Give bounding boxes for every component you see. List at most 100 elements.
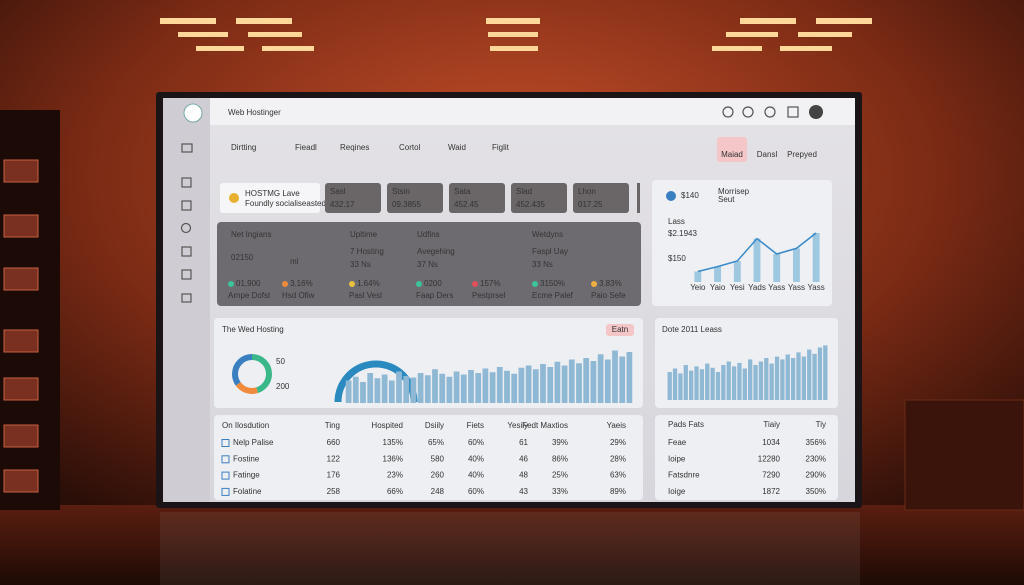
table-cell: Nelp Palise [233,438,274,447]
bar [590,361,597,403]
bar [731,366,737,400]
bar [417,373,424,403]
summary-col-line: 37 Ns [417,260,438,269]
stat-label: Sata [454,187,471,196]
bar [790,358,796,400]
bar [678,373,683,400]
donut-label: 200 [276,382,290,391]
stat-value: 09.3855 [392,200,421,209]
table-cell: 63% [610,471,626,480]
bar [367,373,374,403]
table-cell: 12280 [758,454,781,463]
table-cell: 40% [468,471,484,480]
donut-segment [232,354,272,394]
metric-dot [532,281,538,287]
metric-label: Ecme Palef [532,291,574,300]
table-cell: 86% [552,454,568,463]
nav-item: Fieadl [295,143,317,152]
reflection [160,512,860,585]
brand-subtitle: Foundly socialiseasted [245,199,326,208]
stat-value: 452.435 [516,200,545,209]
table-cell: 60% [468,487,484,496]
bar [504,370,510,403]
bar [496,367,503,403]
bar [812,233,820,282]
x-tick-label: Yesi [730,283,745,292]
row-icon [221,439,230,447]
bar [626,352,633,403]
row-icon [221,487,230,496]
table-cell: 1034 [762,438,780,447]
table-cell: Fatinge [233,471,260,480]
bar [475,373,482,403]
metric-dot [472,281,478,287]
metric-value: 157% [480,279,500,288]
table-header: Fiets [467,421,484,430]
header-action: Prepyed [787,150,817,159]
nav-item: Reqines [340,143,369,152]
bar [812,353,817,400]
metric-label: Pestprsel [472,291,506,300]
revenue-amount: $2.1943 [668,229,697,238]
tile-next[interactable] [637,183,640,213]
ceiling-lights [160,18,872,51]
bar [714,266,722,282]
bar [432,369,438,403]
bar [705,363,710,400]
table-cell: 258 [327,487,341,496]
table-cell: 260 [431,471,445,480]
bar [568,359,575,403]
revenue-value: $140 [681,191,699,200]
bar [518,367,525,403]
bar [764,358,769,400]
brand-title: HOSTMG Lave [245,189,300,198]
cabinet [904,399,1024,511]
metric-label: Hsd Ofiw [282,291,315,300]
bar [780,359,785,400]
bar [807,349,812,400]
bar [710,367,715,400]
stat-tile [573,183,629,213]
table-cell: 580 [431,454,445,463]
table-cell: Ioige [668,487,686,496]
table-header: Tiy [816,420,826,429]
bar [801,356,806,400]
bar [694,366,699,400]
metric-value: 0200 [424,279,442,288]
stat-label: Sasl [330,187,346,196]
table-cell: Folatine [233,487,262,496]
bar [374,378,381,403]
table-header: Tiaiy [763,420,780,429]
stat-tile [325,183,381,213]
row-icon [221,471,230,480]
table-cell: 28% [610,454,626,463]
action-button[interactable] [717,137,747,162]
metric-value: 01,900 [236,279,261,288]
table-cell: 1872 [762,487,780,496]
bar [511,373,518,403]
summary-col-line: Avegehing [417,247,455,256]
summary-unit: ml [290,257,299,266]
metric-label: Faap Ders [416,291,453,300]
avatar[interactable] [809,105,823,119]
table-cell: 230% [806,454,826,463]
summary-col-line: 33 Ns [350,260,371,269]
table-cell: 290% [806,471,826,480]
bar [769,363,774,400]
stat-value: 452.45 [454,200,479,209]
bar [792,248,800,282]
summary-col-title: Wetdyns [532,230,563,239]
x-tick-label: Yass [788,283,805,292]
stat-value: 017.25 [578,200,603,209]
top-bar [210,98,855,125]
bar [604,359,611,403]
table-header: Dsiily [425,421,444,430]
x-tick-label: Yeio [690,283,706,292]
bar [439,373,446,403]
summary-col-title: Upltime [350,230,378,239]
table-cell: 660 [327,438,341,447]
bar [796,352,801,400]
table-cell: 356% [806,438,826,447]
table-cell: 136% [383,454,403,463]
metric-label: Paio Sefe [591,291,626,300]
